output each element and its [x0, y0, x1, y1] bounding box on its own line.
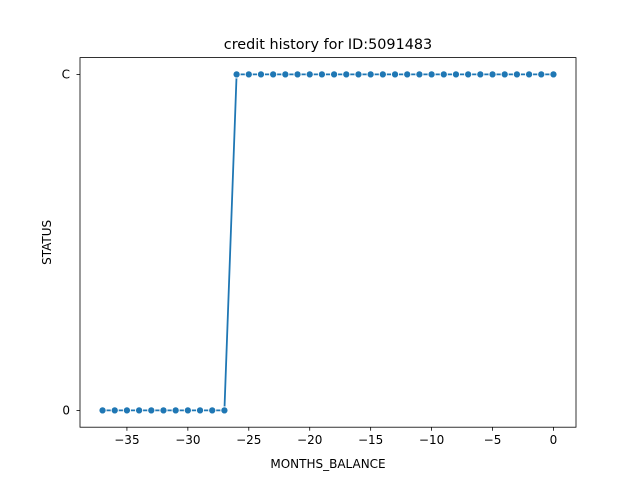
data-point — [378, 70, 387, 79]
data-point — [537, 70, 546, 79]
data-point — [269, 70, 278, 79]
data-point — [220, 406, 229, 415]
x-tick-label: −15 — [358, 433, 383, 447]
data-point — [122, 406, 131, 415]
chart-title: credit history for ID:5091483 — [224, 37, 432, 53]
x-tick-label: −35 — [114, 433, 139, 447]
data-point — [415, 70, 424, 79]
x-tick-label: −5 — [484, 433, 502, 447]
data-point — [512, 70, 521, 79]
data-point — [403, 70, 412, 79]
x-tick-label: 0 — [550, 433, 558, 447]
data-point — [342, 70, 351, 79]
y-tick-label: 0 — [62, 404, 70, 418]
x-tick-label: −25 — [236, 433, 261, 447]
data-point — [159, 406, 168, 415]
data-point — [366, 70, 375, 79]
data-point — [183, 406, 192, 415]
data-point — [549, 70, 558, 79]
plot-area — [79, 57, 577, 428]
data-point — [281, 70, 290, 79]
data-point — [256, 70, 266, 79]
data-point — [244, 70, 253, 79]
y-axis-label: STATUS — [40, 220, 54, 265]
data-point — [98, 406, 107, 415]
data-point — [525, 70, 534, 79]
x-axis: −35 −30 −25 −20 −15 −10 −5 0 — [114, 427, 557, 447]
data-point — [195, 406, 205, 415]
data-point — [439, 70, 448, 79]
y-axis: 0C — [62, 68, 80, 418]
data-point — [110, 406, 119, 415]
data-point — [476, 70, 485, 79]
x-tick-label: −20 — [297, 433, 322, 447]
data-point — [147, 406, 156, 415]
data-point — [171, 406, 180, 415]
x-axis-label: MONTHS_BALANCE — [270, 457, 385, 471]
data-point — [451, 70, 461, 79]
data-point — [232, 70, 241, 79]
x-tick-label: −30 — [175, 433, 200, 447]
y-tick-label: C — [62, 68, 70, 82]
data-point — [135, 406, 144, 415]
data-point — [208, 406, 217, 415]
data-point — [317, 70, 326, 79]
data-point — [488, 70, 497, 79]
data-point — [330, 70, 339, 79]
data-point — [427, 70, 436, 79]
axes-frame — [79, 57, 577, 428]
data-point — [354, 70, 363, 79]
x-tick-label: −10 — [419, 433, 444, 447]
data-point — [464, 70, 473, 79]
series-layer — [98, 70, 558, 415]
data-point — [390, 70, 400, 79]
data-point — [293, 70, 302, 79]
data-point — [500, 70, 509, 79]
data-point — [305, 70, 314, 79]
